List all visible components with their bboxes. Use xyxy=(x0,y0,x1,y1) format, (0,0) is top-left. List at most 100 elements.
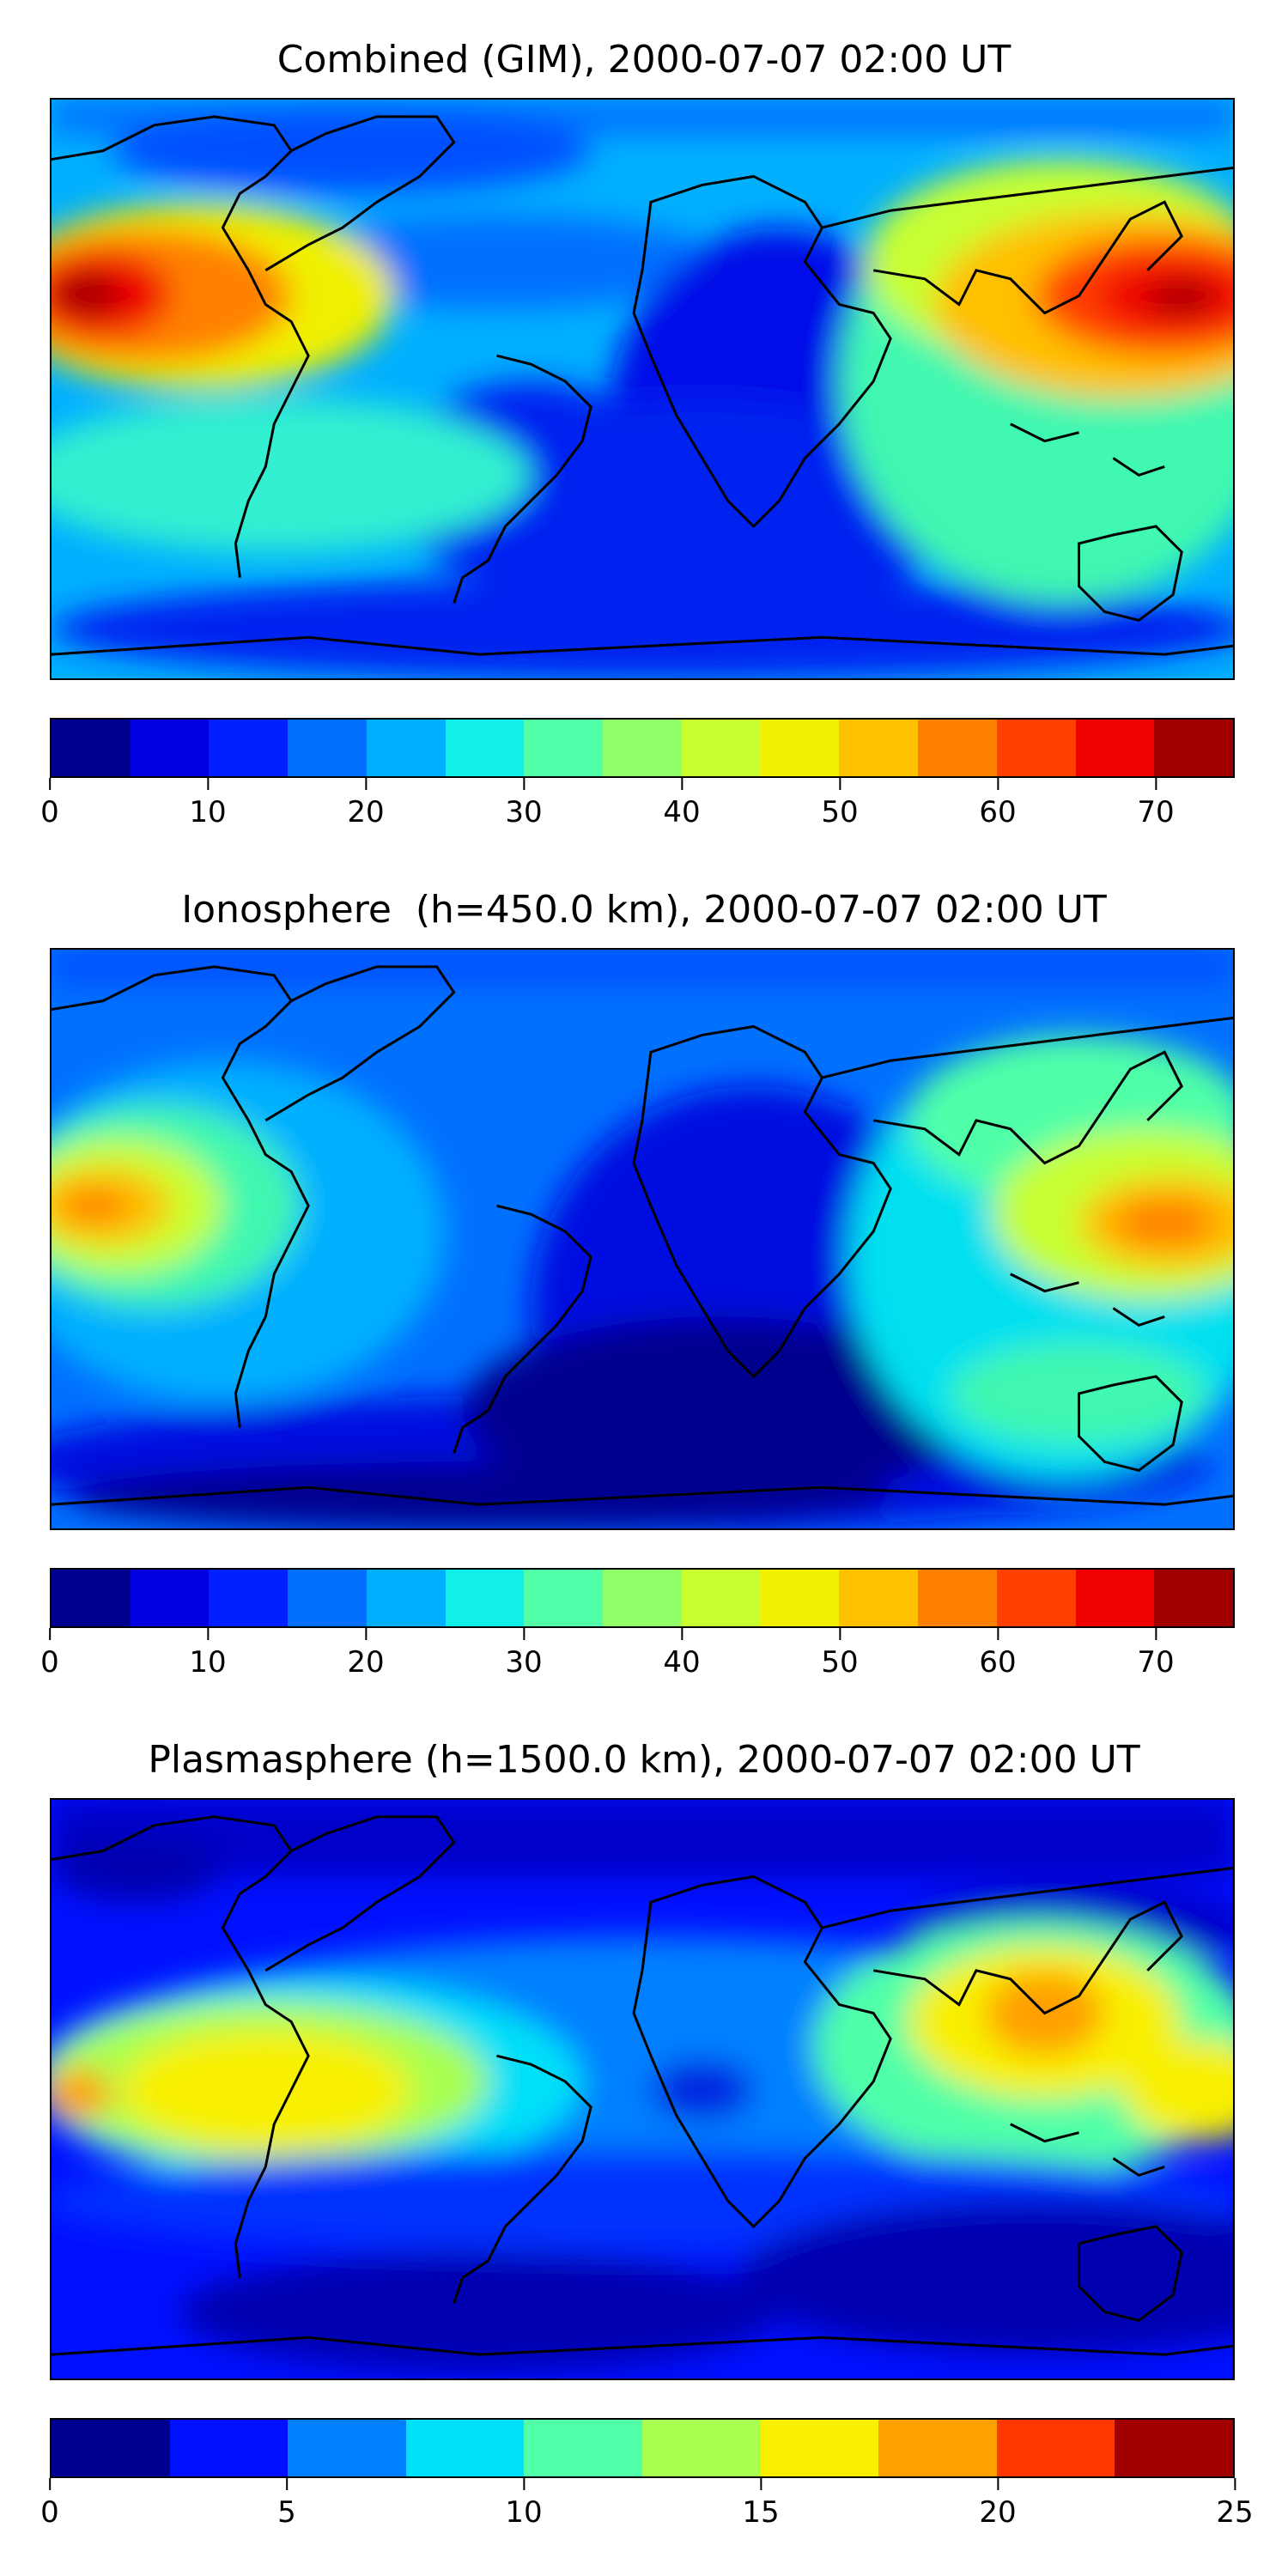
tick-mark xyxy=(48,2478,51,2490)
tick-label: 20 xyxy=(347,795,385,829)
colorbar-1-segment-3 xyxy=(288,720,367,776)
tick-mark xyxy=(1154,1628,1157,1640)
tick-mark xyxy=(996,778,999,790)
tick-label: 10 xyxy=(505,2495,543,2530)
colorbar-2-segment-12 xyxy=(996,1570,1076,1626)
colorbar-1-segment-9 xyxy=(760,720,840,776)
map-panel-3 xyxy=(50,1798,1235,2380)
colorbar-3-ticks: 0 5 10 15 20 25 xyxy=(40,2478,1254,2530)
tick-mark xyxy=(1154,778,1157,790)
tick-mark xyxy=(996,1628,999,1640)
colorbar-1-tick: 50 xyxy=(821,778,859,829)
colorbar-2-ticks: 0 10 20 30 40 50 60 70 xyxy=(40,1628,1235,1680)
tick-label: 60 xyxy=(979,1645,1017,1680)
colorbar-3-tick: 15 xyxy=(742,2478,780,2530)
colorbar-2 xyxy=(50,1568,1235,1628)
tick-mark xyxy=(522,1628,525,1640)
colorbar-2-segment-5 xyxy=(445,1570,525,1626)
colorbar-3-segment-0 xyxy=(52,2420,170,2476)
colorbar-2-tick: 70 xyxy=(1137,1628,1175,1680)
colorbar-2-segment-0 xyxy=(52,1570,131,1626)
colorbar-3-segment-4 xyxy=(524,2420,642,2476)
colorbar-2-segment-11 xyxy=(918,1570,997,1626)
colorbar-1-segment-8 xyxy=(681,720,761,776)
panel-3-title: Plasmasphere (h=1500.0 km), 2000-07-07 0… xyxy=(148,1738,1140,1782)
colorbar-2-segment-8 xyxy=(681,1570,761,1626)
colorbar-2-tick: 40 xyxy=(663,1628,701,1680)
colorbar-3 xyxy=(50,2418,1235,2478)
tick-label: 20 xyxy=(347,1645,385,1680)
tick-label: 20 xyxy=(979,2495,1017,2530)
tick-mark xyxy=(522,2478,525,2490)
tick-label: 25 xyxy=(1216,2495,1254,2530)
panel-1-title: Combined (GIM), 2000-07-07 02:00 UT xyxy=(276,38,1012,82)
colorbar-2-segment-2 xyxy=(209,1570,289,1626)
colorbar-1-segment-14 xyxy=(1154,720,1233,776)
tick-label: 70 xyxy=(1137,1645,1175,1680)
tick-mark xyxy=(364,778,367,790)
tick-label: 40 xyxy=(663,1645,701,1680)
tick-mark xyxy=(364,1628,367,1640)
colorbar-1-tick: 30 xyxy=(505,778,543,829)
colorbar-1-segment-10 xyxy=(839,720,919,776)
tick-mark xyxy=(206,778,209,790)
colorbar-2-segment-14 xyxy=(1154,1570,1233,1626)
tick-mark xyxy=(838,778,841,790)
colorbar-2-tick: 30 xyxy=(505,1628,543,1680)
colorbar-1-tick: 20 xyxy=(347,778,385,829)
colorbar-2-tick: 20 xyxy=(347,1628,385,1680)
colorbar-1-tick: 0 xyxy=(40,778,59,829)
colorbar-2-segment-10 xyxy=(839,1570,919,1626)
colorbar-3-tick: 10 xyxy=(505,2478,543,2530)
colorbar-1-segment-13 xyxy=(1075,720,1155,776)
tick-mark xyxy=(48,1628,51,1640)
colorbar-1-tick: 60 xyxy=(979,778,1017,829)
tick-label: 10 xyxy=(189,795,227,829)
tick-mark xyxy=(680,778,683,790)
colorbar-1-ticks: 0 10 20 30 40 50 60 70 xyxy=(40,778,1235,829)
colorbar-2-tick: 0 xyxy=(40,1628,59,1680)
tick-label: 30 xyxy=(505,1645,543,1680)
colorbar-3-segment-1 xyxy=(169,2420,289,2476)
colorbar-1-segment-6 xyxy=(524,720,604,776)
colorbar-1-segment-5 xyxy=(445,720,525,776)
tick-label: 40 xyxy=(663,795,701,829)
tick-label: 0 xyxy=(40,1645,59,1680)
colorbar-2-segment-3 xyxy=(288,1570,367,1626)
colorbar-2-segment-4 xyxy=(366,1570,446,1626)
tick-label: 0 xyxy=(40,795,59,829)
colorbar-2-segment-1 xyxy=(130,1570,210,1626)
tick-label: 50 xyxy=(821,1645,859,1680)
map-panel-2 xyxy=(50,948,1235,1530)
colorbar-1-segment-2 xyxy=(209,720,289,776)
colorbar-2-segment-9 xyxy=(760,1570,840,1626)
colorbar-1-tick: 40 xyxy=(663,778,701,829)
tick-mark xyxy=(680,1628,683,1640)
colorbar-3-tick: 25 xyxy=(1216,2478,1254,2530)
tick-mark xyxy=(759,2478,762,2490)
colorbar-2-segment-6 xyxy=(524,1570,604,1626)
tick-label: 30 xyxy=(505,795,543,829)
panel-2-title: Ionosphere (h=450.0 km), 2000-07-07 02:0… xyxy=(181,888,1107,932)
colorbar-2-tick: 10 xyxy=(189,1628,227,1680)
colorbar-3-segment-6 xyxy=(760,2420,879,2476)
colorbar-3-segment-2 xyxy=(288,2420,406,2476)
tick-label: 10 xyxy=(189,1645,227,1680)
colorbar-2-tick: 60 xyxy=(979,1628,1017,1680)
tick-label: 60 xyxy=(979,795,1017,829)
colorbar-2-segment-13 xyxy=(1075,1570,1155,1626)
tick-label: 70 xyxy=(1137,795,1175,829)
colorbar-3-segment-7 xyxy=(878,2420,997,2476)
colorbar-1-segment-0 xyxy=(52,720,131,776)
colorbar-1-tick: 10 xyxy=(189,778,227,829)
tick-label: 5 xyxy=(277,2495,296,2530)
tick-mark xyxy=(285,2478,288,2490)
colorbar-3-segment-3 xyxy=(405,2420,525,2476)
colorbar-3-tick: 20 xyxy=(979,2478,1017,2530)
colorbar-1-segment-1 xyxy=(130,720,210,776)
colorbar-1-tick: 70 xyxy=(1137,778,1175,829)
tick-label: 15 xyxy=(742,2495,780,2530)
tick-label: 0 xyxy=(40,2495,59,2530)
tick-mark xyxy=(522,778,525,790)
tick-mark xyxy=(838,1628,841,1640)
